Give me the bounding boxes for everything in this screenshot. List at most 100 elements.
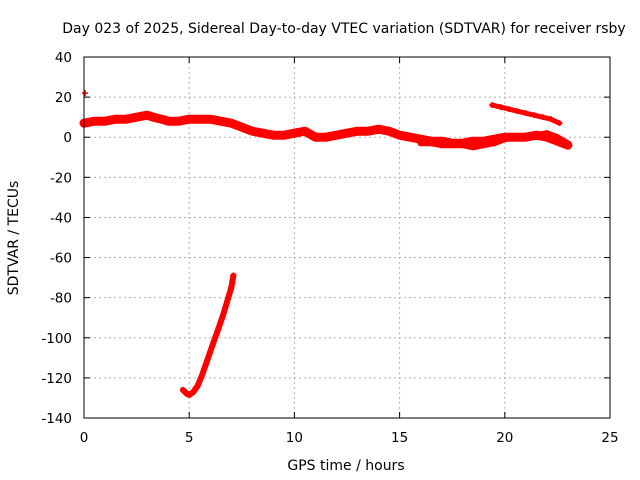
data-point <box>543 130 550 137</box>
data-point <box>480 142 487 149</box>
data-point <box>219 312 226 319</box>
data-point <box>133 114 140 121</box>
data-point <box>514 108 521 115</box>
data-point <box>470 138 477 145</box>
data-point <box>190 388 197 395</box>
data-point <box>228 120 235 127</box>
data-point <box>207 116 214 123</box>
y-tick-label: -100 <box>41 331 72 347</box>
y-tick-label: -120 <box>41 371 72 387</box>
data-point <box>554 134 561 141</box>
data-point <box>396 132 403 139</box>
y-tick-label: -20 <box>50 170 72 186</box>
data-point <box>198 372 205 379</box>
data-point <box>270 132 277 139</box>
data-point <box>196 116 203 123</box>
data-point <box>186 116 193 123</box>
data-point <box>365 128 372 135</box>
data-point <box>194 382 201 389</box>
data-point <box>506 106 513 113</box>
data-point <box>186 391 193 398</box>
axis-ticks: 0 5 10 15 20 25 -140 -120 -100 -80 -60 -40 -20 0 20 40 <box>41 50 618 446</box>
data-point <box>280 132 287 139</box>
data-point <box>438 142 445 149</box>
data-series <box>79 90 573 398</box>
data-point <box>417 140 424 147</box>
series-late-arc <box>489 102 563 127</box>
data-point <box>165 118 172 125</box>
x-tick-label: 25 <box>601 430 618 446</box>
data-point <box>428 140 435 147</box>
data-point <box>407 134 414 141</box>
data-point <box>501 136 508 143</box>
data-point <box>522 110 529 117</box>
data-point <box>344 130 350 137</box>
data-point <box>533 132 540 139</box>
x-tick-label: 5 <box>185 430 194 446</box>
data-point <box>82 90 89 97</box>
data-point <box>259 130 266 137</box>
data-point <box>224 298 231 305</box>
y-tick-label: 0 <box>63 130 72 146</box>
y-axis-label: SDTVAR / TECUs <box>6 181 22 296</box>
data-point <box>144 112 151 119</box>
y-tick-label: -80 <box>50 291 72 307</box>
data-point <box>123 116 130 123</box>
data-point <box>522 134 529 141</box>
data-point <box>211 336 218 343</box>
data-point <box>230 272 237 279</box>
chart-title: Day 023 of 2025, Sidereal Day-to-day VTE… <box>62 21 625 37</box>
data-point <box>539 114 546 121</box>
data-point <box>175 118 182 125</box>
data-point <box>449 142 456 149</box>
data-point <box>249 128 256 135</box>
x-axis-label: GPS time / hours <box>287 458 404 474</box>
data-point <box>301 128 308 135</box>
series-dropout-curve <box>179 272 237 398</box>
x-tick-label: 15 <box>391 430 408 446</box>
data-point <box>375 126 382 133</box>
series-outlier <box>82 90 89 97</box>
data-point <box>322 134 329 141</box>
data-point <box>459 142 466 149</box>
data-point <box>91 118 98 125</box>
series-line-dropout-curve <box>179 272 237 398</box>
data-point <box>354 128 361 135</box>
data-point <box>333 132 340 139</box>
y-tick-label: 20 <box>55 90 72 106</box>
data-point <box>217 118 224 125</box>
x-tick-label: 10 <box>286 430 303 446</box>
y-tick-label: 40 <box>55 50 72 66</box>
data-point <box>312 134 319 141</box>
data-point <box>548 116 555 123</box>
data-point <box>497 104 504 111</box>
data-point <box>112 116 119 123</box>
grid <box>84 57 610 418</box>
y-tick-label: -40 <box>50 210 72 226</box>
data-point <box>491 140 498 147</box>
x-tick-label: 20 <box>496 430 513 446</box>
data-point <box>512 134 519 141</box>
data-point <box>489 102 496 109</box>
data-point <box>215 324 222 331</box>
y-tick-label: -140 <box>41 411 72 427</box>
data-point <box>386 128 393 135</box>
data-point <box>564 140 571 147</box>
data-point <box>203 360 210 367</box>
data-point <box>238 124 245 131</box>
data-point <box>207 348 214 355</box>
x-tick-label: 0 <box>80 430 89 446</box>
data-point <box>158 116 165 123</box>
data-point <box>291 130 298 137</box>
data-point <box>531 112 538 119</box>
plot-frame <box>83 56 611 419</box>
data-point <box>102 118 109 125</box>
y-tick-label: -60 <box>50 251 72 267</box>
data-point <box>179 386 186 393</box>
data-point <box>228 284 235 291</box>
series-lower-spread <box>417 130 571 151</box>
data-point <box>556 120 563 127</box>
data-point <box>150 114 157 121</box>
data-point <box>470 144 477 151</box>
